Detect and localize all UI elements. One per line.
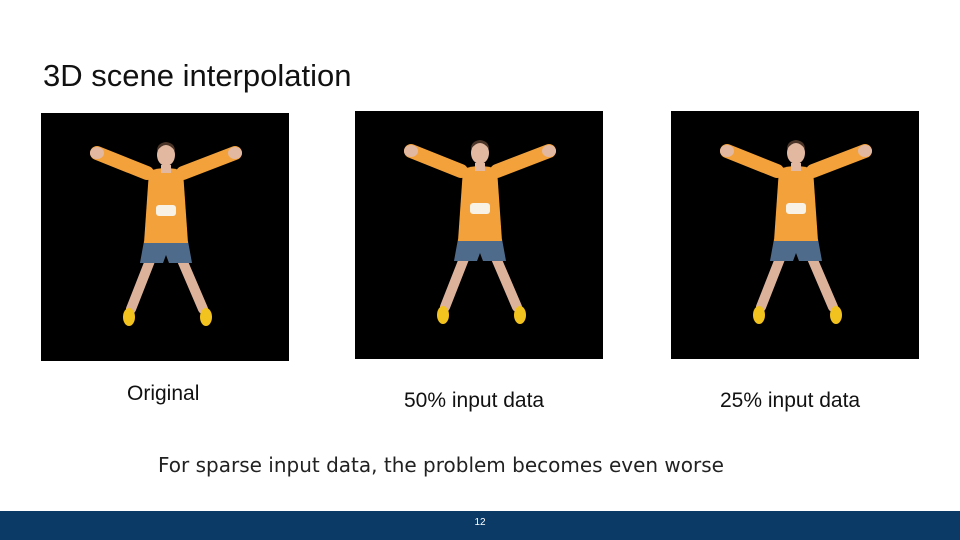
original-render-image xyxy=(41,113,289,361)
caption-50-percent: 50% input data xyxy=(404,389,545,412)
caption-original: Original xyxy=(127,382,200,405)
human-figure-icon xyxy=(355,111,603,359)
quarter-data-render-image xyxy=(671,111,919,359)
caption-25-percent: 25% input data xyxy=(720,389,861,412)
human-figure-icon xyxy=(41,113,289,361)
human-figure-icon xyxy=(671,111,919,359)
page-number: 12 xyxy=(474,517,486,528)
footer-bar: 12 xyxy=(0,511,960,540)
half-data-render-image xyxy=(355,111,603,359)
sparse-data-note: For sparse input data, the problem becom… xyxy=(158,453,724,477)
slide-title: 3D scene interpolation xyxy=(43,58,352,93)
